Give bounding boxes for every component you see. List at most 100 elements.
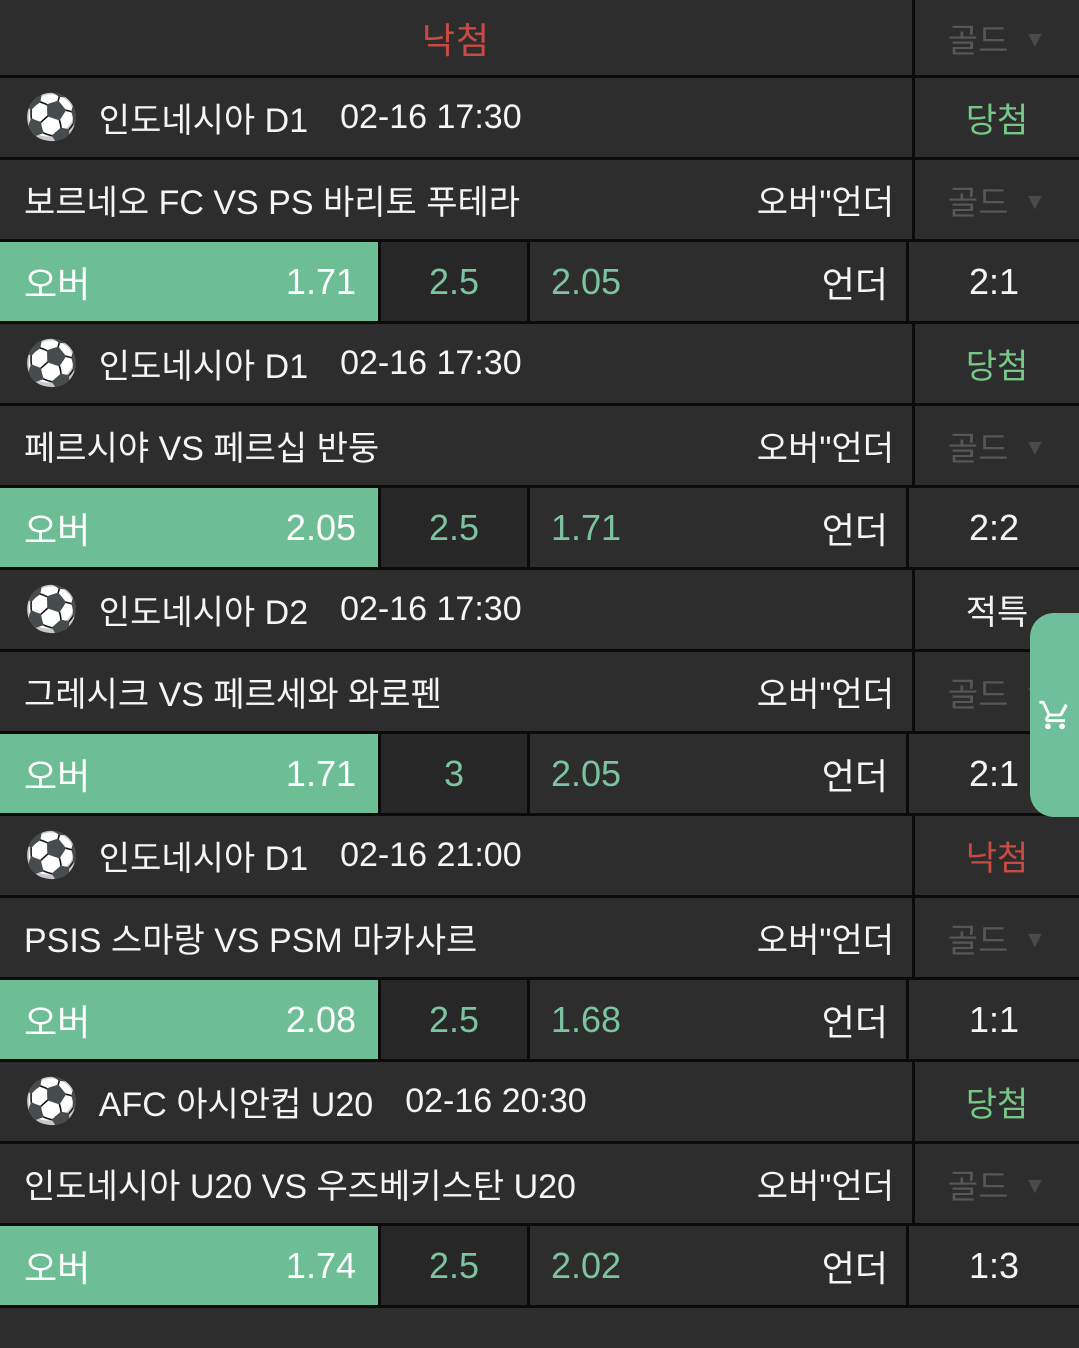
odds-type-dropdown[interactable]: 골드 ▼ <box>915 406 1079 485</box>
status-badge: 당첨 <box>965 1086 1029 1124</box>
chevron-down-icon: ▼ <box>1023 26 1047 52</box>
chevron-down-icon: ▼ <box>1023 188 1047 214</box>
pick-odds: 1.71 <box>285 752 356 794</box>
league-name: 인도네시아 D1 <box>98 840 309 878</box>
match-teams: 인도네시아 U20 VS 우즈베키스탄 U20 <box>24 1168 576 1206</box>
match-teams: PSIS 스마랑 VS PSM 마카사르 <box>24 922 478 960</box>
under-cell[interactable]: 2.05 언더 <box>530 242 909 321</box>
filter-status-title[interactable]: 낙첨 <box>421 19 491 61</box>
league-row: ⚽ 인도네시아 D2 02-16 17:30 적특 <box>0 570 1079 652</box>
pick-name: 오버 <box>24 263 91 305</box>
score-cell: 2:1 <box>968 752 1020 794</box>
teams-cell: 인도네시아 U20 VS 우즈베키스탄 U20 오버"언더 <box>0 1144 915 1223</box>
score-cell: 1:3 <box>968 1244 1020 1286</box>
league-cell: ⚽ 인도네시아 D1 02-16 17:30 <box>0 324 915 403</box>
pick-name: 오버 <box>24 509 91 551</box>
score-cell: 2:1 <box>968 260 1020 302</box>
teams-cell: 페르시야 VS 페르십 반둥 오버"언더 <box>0 406 915 485</box>
chevron-down-icon: ▼ <box>1023 926 1047 952</box>
odds-row: 오버 1.71 2.5 2.05 언더 2:1 <box>0 242 1079 324</box>
league-row: ⚽ 인도네시아 D1 02-16 17:30 당첨 <box>0 324 1079 406</box>
league-name: 인도네시아 D2 <box>98 594 309 632</box>
dropdown-label: 골드 <box>947 1167 1009 1205</box>
teams-cell: 그레시크 VS 페르세와 와로펜 오버"언더 <box>0 652 915 731</box>
header-gold-dropdown[interactable]: 골드 ▼ <box>915 0 1079 75</box>
under-odds: 2.05 <box>551 260 622 302</box>
under-name: 언더 <box>821 263 888 305</box>
match-card: ⚽ 인도네시아 D2 02-16 17:30 적특 그레시크 VS 페르세와 와… <box>0 570 1079 816</box>
soccer-ball-icon: ⚽ <box>24 337 79 389</box>
under-name: 언더 <box>821 1001 888 1043</box>
line-cell: 2.5 <box>381 1226 530 1305</box>
cart-button[interactable] <box>1030 613 1079 817</box>
odds-type-dropdown[interactable]: 골드 ▼ <box>915 898 1079 977</box>
match-datetime: 02-16 17:30 <box>340 590 522 628</box>
league-cell: ⚽ AFC 아시안컵 U20 02-16 20:30 <box>0 1062 915 1141</box>
teams-row: 페르시야 VS 페르십 반둥 오버"언더 골드 ▼ <box>0 406 1079 488</box>
over-pick-cell[interactable]: 오버 1.74 <box>0 1226 381 1305</box>
over-pick-cell[interactable]: 오버 2.08 <box>0 980 381 1059</box>
market-type: 오버"언더 <box>756 922 894 960</box>
soccer-ball-icon: ⚽ <box>24 829 79 881</box>
under-cell[interactable]: 1.68 언더 <box>530 980 909 1059</box>
under-odds: 2.05 <box>551 752 622 794</box>
league-cell: ⚽ 인도네시아 D2 02-16 17:30 <box>0 570 915 649</box>
over-pick-cell[interactable]: 오버 1.71 <box>0 734 381 813</box>
line-cell: 2.5 <box>381 980 530 1059</box>
pick-odds: 1.71 <box>285 260 356 302</box>
under-cell[interactable]: 2.02 언더 <box>530 1226 909 1305</box>
league-row: ⚽ 인도네시아 D1 02-16 17:30 당첨 <box>0 78 1079 160</box>
dropdown-label: 골드 <box>947 429 1009 467</box>
league-cell: ⚽ 인도네시아 D1 02-16 21:00 <box>0 816 915 895</box>
match-card: ⚽ 인도네시아 D1 02-16 21:00 낙첨 PSIS 스마랑 VS PS… <box>0 816 1079 1062</box>
match-teams: 페르시야 VS 페르십 반둥 <box>24 430 380 468</box>
pick-odds: 2.08 <box>285 998 356 1040</box>
league-name: 인도네시아 D1 <box>98 102 309 140</box>
teams-row: 그레시크 VS 페르세와 와로펜 오버"언더 골드 ▼ <box>0 652 1079 734</box>
pick-name: 오버 <box>24 755 91 797</box>
under-name: 언더 <box>821 509 888 551</box>
line-cell: 2.5 <box>381 242 530 321</box>
odds-type-dropdown[interactable]: 골드 ▼ <box>915 160 1079 239</box>
dropdown-label: 골드 <box>947 21 1009 59</box>
line-cell: 3 <box>381 734 530 813</box>
chevron-down-icon: ▼ <box>1023 1172 1047 1198</box>
match-teams: 그레시크 VS 페르세와 와로펜 <box>24 676 442 714</box>
under-cell[interactable]: 1.71 언더 <box>530 488 909 567</box>
under-odds: 1.71 <box>551 506 622 548</box>
league-name: 인도네시아 D1 <box>98 348 309 386</box>
header-title-cell: 낙첨 <box>0 0 915 75</box>
odds-row: 오버 1.74 2.5 2.02 언더 1:3 <box>0 1226 1079 1308</box>
under-cell[interactable]: 2.05 언더 <box>530 734 909 813</box>
dropdown-label: 골드 <box>947 675 1009 713</box>
odds-type-dropdown[interactable]: 골드 ▼ <box>915 1144 1079 1223</box>
match-card: ⚽ 인도네시아 D1 02-16 17:30 당첨 페르시야 VS 페르십 반둥… <box>0 324 1079 570</box>
teams-row: 보르네오 FC VS PS 바리토 푸테라 오버"언더 골드 ▼ <box>0 160 1079 242</box>
under-odds: 1.68 <box>551 998 622 1040</box>
match-datetime: 02-16 17:30 <box>340 344 522 382</box>
soccer-ball-icon: ⚽ <box>24 583 79 635</box>
odds-row: 오버 2.08 2.5 1.68 언더 1:1 <box>0 980 1079 1062</box>
teams-row: 인도네시아 U20 VS 우즈베키스탄 U20 오버"언더 골드 ▼ <box>0 1144 1079 1226</box>
over-pick-cell[interactable]: 오버 2.05 <box>0 488 381 567</box>
over-pick-cell[interactable]: 오버 1.71 <box>0 242 381 321</box>
league-cell: ⚽ 인도네시아 D1 02-16 17:30 <box>0 78 915 157</box>
match-datetime: 02-16 17:30 <box>340 98 522 136</box>
odds-row: 오버 1.71 3 2.05 언더 2:1 <box>0 734 1079 816</box>
under-name: 언더 <box>821 755 888 797</box>
status-badge: 당첨 <box>965 102 1029 140</box>
market-type: 오버"언더 <box>756 430 894 468</box>
under-name: 언더 <box>821 1247 888 1289</box>
odds-row: 오버 2.05 2.5 1.71 언더 2:2 <box>0 488 1079 570</box>
match-datetime: 02-16 21:00 <box>340 836 522 874</box>
score-cell: 1:1 <box>968 998 1020 1040</box>
shopping-cart-icon <box>1038 700 1068 730</box>
line-cell: 2.5 <box>381 488 530 567</box>
status-badge: 낙첨 <box>965 840 1029 878</box>
league-row: ⚽ AFC 아시안컵 U20 02-16 20:30 당첨 <box>0 1062 1079 1144</box>
pick-name: 오버 <box>24 1247 91 1289</box>
top-header: 낙첨 골드 ▼ <box>0 0 1079 78</box>
dropdown-label: 골드 <box>947 921 1009 959</box>
status-badge: 당첨 <box>965 348 1029 386</box>
pick-odds: 1.74 <box>285 1244 356 1286</box>
